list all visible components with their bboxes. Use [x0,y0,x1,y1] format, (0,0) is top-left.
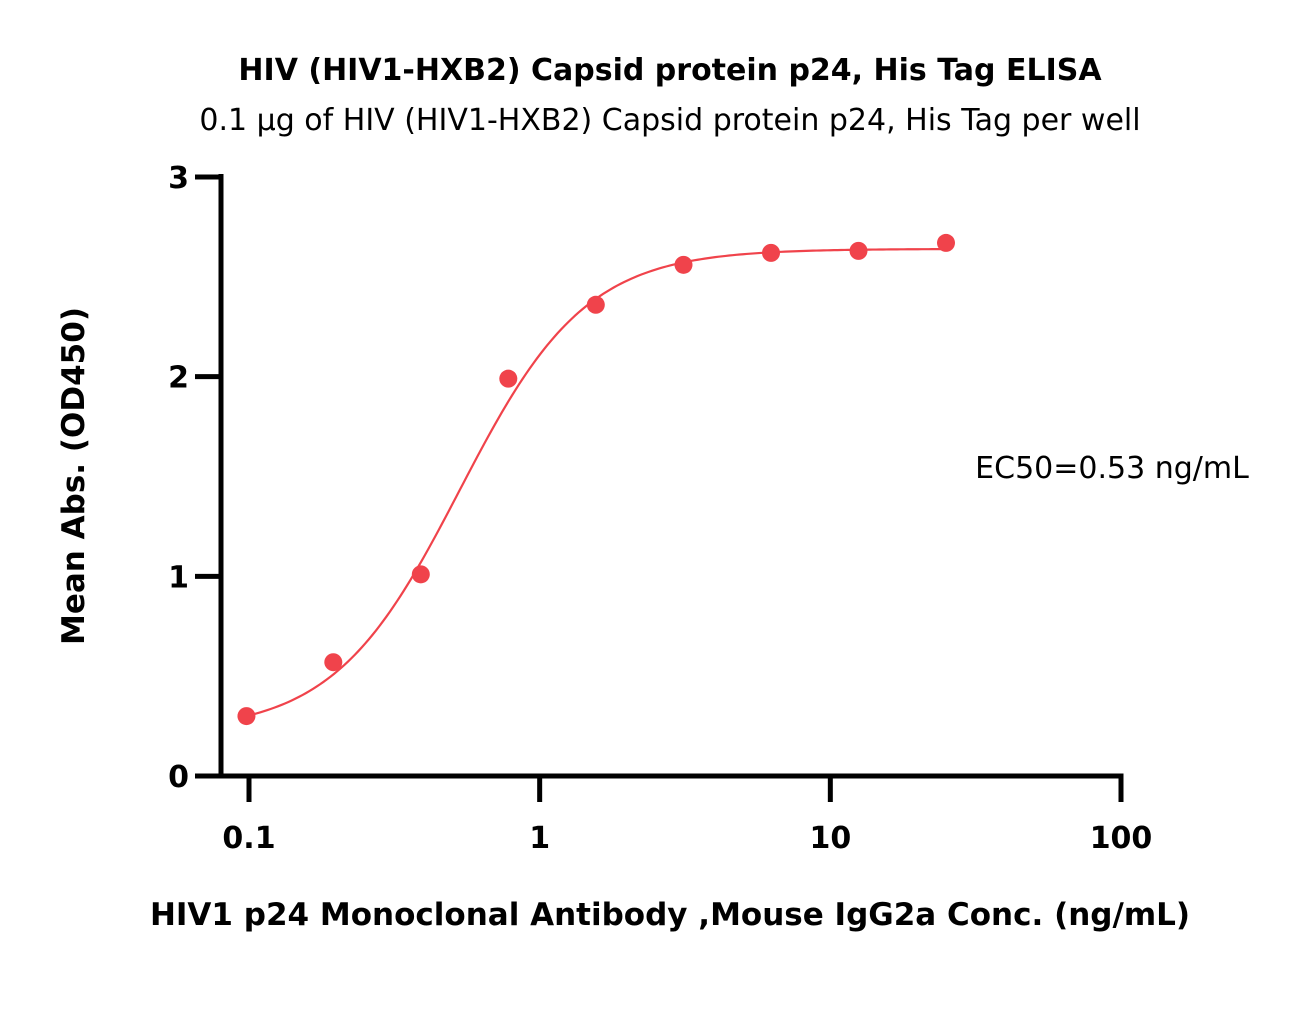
y-tick-label: 2 [168,361,189,396]
x-tick-label: 0.1 [222,821,275,856]
y-axis-title: Mean Abs. (OD450) [56,307,92,645]
chart-subtitle: 0.1 µg of HIV (HIV1-HXB2) Capsid protein… [199,103,1140,138]
y-tick-label: 0 [168,760,189,795]
data-point [849,241,868,260]
data-point [324,653,343,672]
plot-area: 0 1 2 3 0.1 1 10 100 [168,161,1152,856]
x-tick-label: 1 [529,821,550,856]
ec50-annotation: EC50=0.53 ng/mL [975,451,1249,486]
y-tick-label: 1 [168,560,189,595]
data-point [586,295,605,314]
chart-title: HIV (HIV1-HXB2) Capsid protein p24, His … [238,53,1102,88]
x-tick-label: 100 [1090,821,1153,856]
data-point [762,243,781,262]
fit-curve [246,248,947,718]
data-point [674,255,693,274]
data-point [411,565,430,584]
data-point [937,233,956,252]
y-tick-label: 3 [168,161,189,196]
data-point [237,707,256,726]
x-axis-title: HIV1 p24 Monoclonal Antibody ,Mouse IgG2… [150,897,1190,933]
x-tick-label: 10 [809,821,851,856]
data-point [499,369,518,388]
